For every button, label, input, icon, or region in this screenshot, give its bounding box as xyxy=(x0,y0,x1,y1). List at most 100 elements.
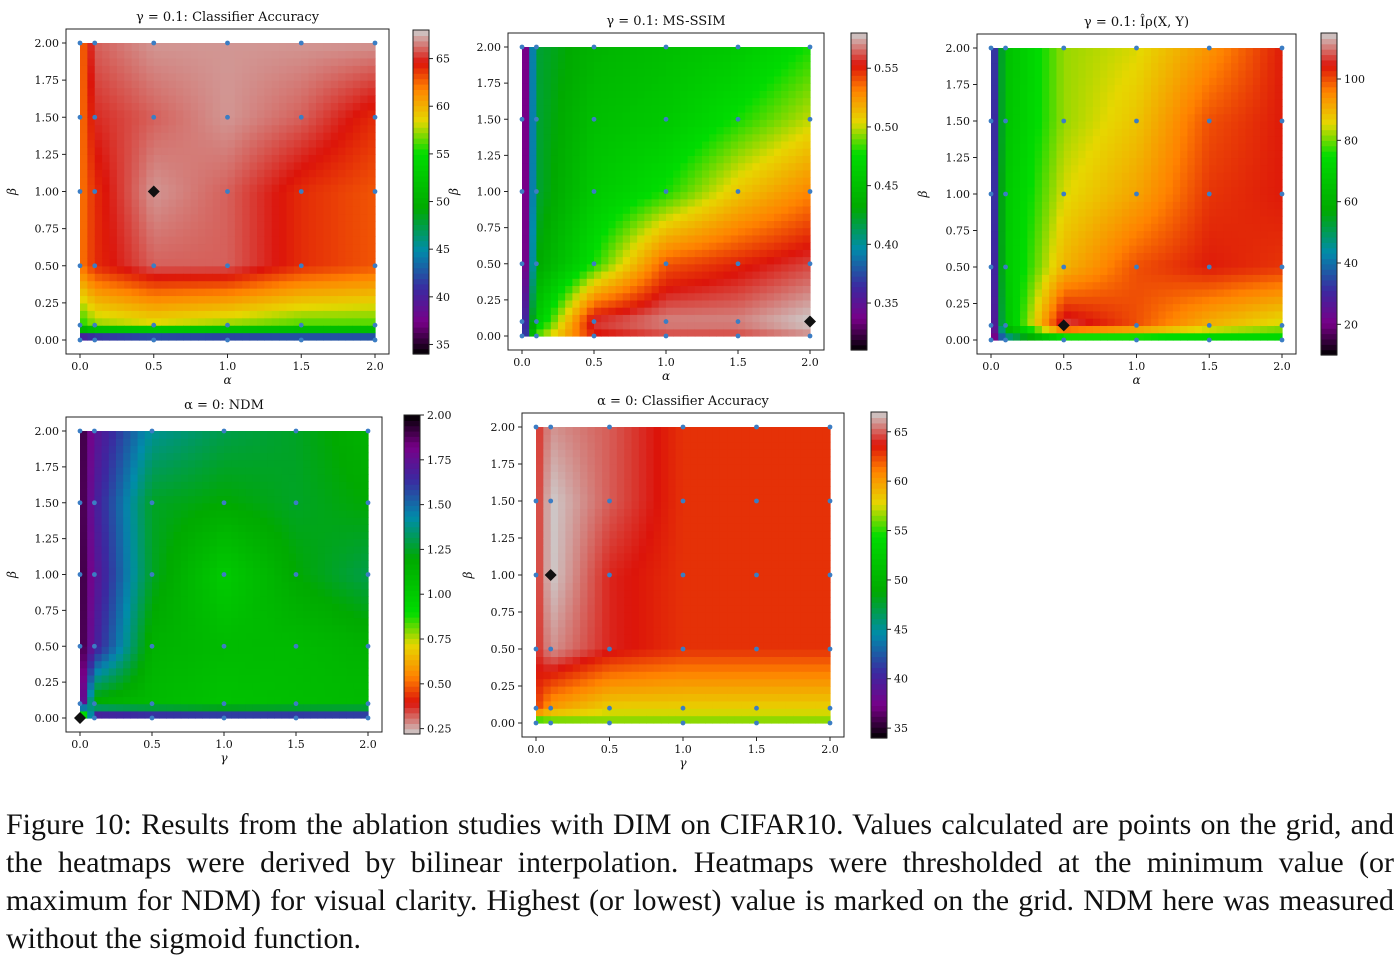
heat-cell xyxy=(1165,186,1174,195)
heat-cell xyxy=(615,285,624,294)
heat-cell xyxy=(522,75,530,84)
heat-cell xyxy=(175,139,184,148)
heat-cell xyxy=(745,54,753,63)
heat-cell xyxy=(257,80,265,89)
heat-cell xyxy=(338,94,347,103)
heat-cell xyxy=(759,285,768,294)
heat-cell xyxy=(271,139,280,148)
heat-cell xyxy=(1034,164,1043,173)
heat-cell xyxy=(1012,303,1021,312)
heat-cell xyxy=(730,97,739,106)
heat-cell xyxy=(1260,259,1269,268)
y-axis-label: β xyxy=(5,188,19,196)
heat-cell xyxy=(694,112,703,120)
heat-cell xyxy=(622,104,631,113)
heat-cell xyxy=(572,314,581,323)
heat-cell xyxy=(766,321,775,330)
heat-cell xyxy=(1216,223,1225,232)
heat-cell xyxy=(529,256,537,265)
heat-cell xyxy=(330,302,339,311)
heat-cell xyxy=(1114,230,1123,239)
heat-cell xyxy=(529,90,537,99)
heat-cell xyxy=(774,177,782,185)
heat-cell xyxy=(1245,267,1254,275)
heat-cell xyxy=(1136,77,1145,86)
heat-cell xyxy=(1216,48,1225,56)
heat-cell xyxy=(1121,201,1130,210)
heat-cell xyxy=(1201,288,1210,297)
heat-cell xyxy=(644,213,653,221)
heat-cell xyxy=(615,54,624,63)
heat-cell xyxy=(367,50,376,59)
heat-cell xyxy=(558,75,566,84)
heat-cell xyxy=(1100,318,1109,326)
heat-cell xyxy=(1129,99,1138,107)
heat-cell xyxy=(205,94,214,103)
heat-cell xyxy=(80,191,88,200)
heat-cell xyxy=(146,236,155,245)
heat-cell xyxy=(637,227,645,236)
heat-cell xyxy=(94,302,103,311)
colorbar-band xyxy=(413,143,429,150)
heat-cell xyxy=(752,256,761,265)
heat-cell xyxy=(795,184,804,193)
heat-cell xyxy=(1245,150,1254,159)
heat-cell xyxy=(1194,318,1203,326)
heat-cell xyxy=(1020,215,1028,224)
heat-cell xyxy=(212,206,221,215)
heat-cell xyxy=(694,148,703,156)
heat-cell xyxy=(109,250,118,259)
heat-cell xyxy=(586,299,595,308)
heat-cell xyxy=(124,169,133,178)
heat-cell xyxy=(1078,237,1087,246)
heat-cell xyxy=(1129,325,1138,334)
heat-cell xyxy=(723,162,732,171)
heat-cell xyxy=(630,227,638,236)
heat-cell xyxy=(1063,62,1072,71)
heat-cell xyxy=(730,256,739,265)
heat-cell xyxy=(702,162,710,171)
heat-cell xyxy=(1092,296,1101,305)
heat-cell xyxy=(998,164,1007,173)
heat-cell xyxy=(658,321,667,330)
heat-cell xyxy=(644,307,653,315)
heat-cell xyxy=(301,280,310,289)
heat-cell xyxy=(658,270,667,279)
heat-cell xyxy=(666,227,674,236)
heat-cell xyxy=(220,102,229,111)
heat-cell xyxy=(658,198,667,207)
heat-cell xyxy=(1180,172,1189,180)
heat-cell xyxy=(338,161,347,170)
heat-cell xyxy=(293,280,302,289)
heat-cell xyxy=(212,43,221,52)
heat-cell xyxy=(1027,142,1036,151)
heat-cell xyxy=(1049,179,1058,188)
heat-cell xyxy=(644,285,653,294)
heat-cell xyxy=(242,184,251,193)
heat-cell xyxy=(1158,172,1167,180)
heat-cell xyxy=(264,124,273,133)
heat-cell xyxy=(124,72,133,81)
heat-cell xyxy=(579,191,588,200)
heat-cell xyxy=(1020,303,1028,312)
heat-cell xyxy=(242,146,251,155)
heat-cell xyxy=(293,87,302,96)
heat-cell xyxy=(1049,281,1058,290)
heat-cell xyxy=(94,213,103,222)
heat-cell xyxy=(694,47,703,55)
heat-cell xyxy=(131,273,140,282)
heat-cell xyxy=(220,146,229,155)
heat-cell xyxy=(795,299,804,308)
heat-cell xyxy=(1121,303,1130,312)
heat-cell xyxy=(301,258,310,267)
heat-cell xyxy=(766,328,775,337)
heat-cell xyxy=(212,213,221,222)
heat-cell xyxy=(702,328,710,337)
heat-cell xyxy=(308,273,317,282)
heat-cell xyxy=(1260,252,1269,261)
heat-cell xyxy=(1041,128,1050,137)
heat-cell xyxy=(338,236,347,245)
heat-cell xyxy=(316,57,324,66)
heat-cell xyxy=(536,162,545,171)
heat-cell xyxy=(644,263,653,272)
